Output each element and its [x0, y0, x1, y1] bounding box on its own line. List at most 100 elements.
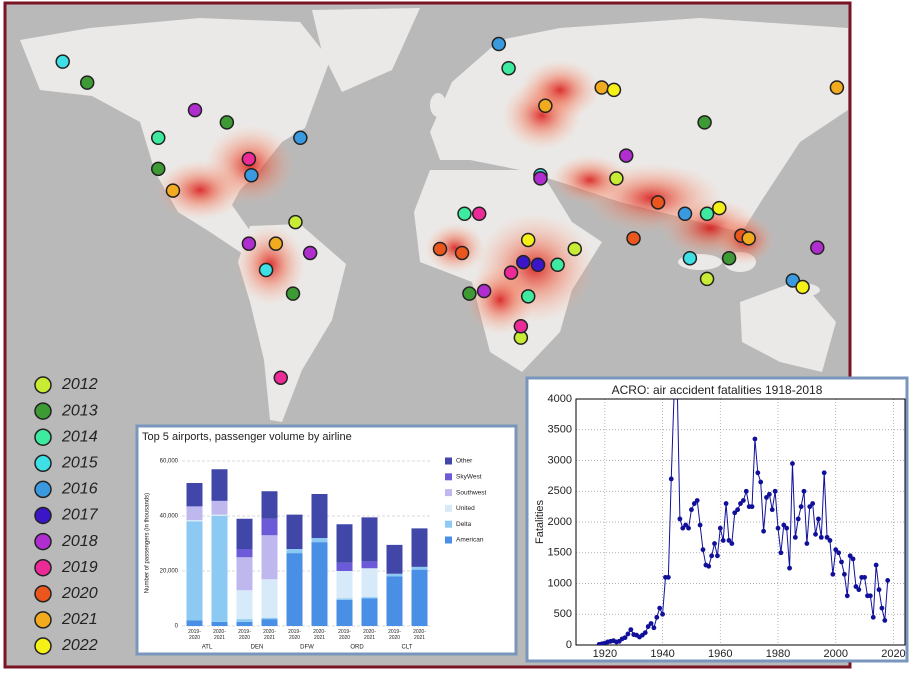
data-point [810, 501, 816, 506]
data-point [856, 587, 862, 593]
map-dot [241, 236, 257, 251]
y-tick-label: 2500 [548, 485, 572, 497]
data-point [648, 621, 654, 626]
bar-segment [411, 566, 428, 570]
x-tick-label: 1960 [708, 648, 732, 660]
map-dot [520, 232, 536, 248]
x-tick-label: 2019-2020 [188, 629, 201, 641]
legend-label: 2012 [61, 376, 98, 393]
data-point [804, 541, 810, 546]
legend-label: 2013 [61, 402, 98, 419]
map-dot [618, 148, 634, 163]
bar-segment [286, 553, 303, 626]
data-point [873, 562, 879, 568]
x-tick-label: 2020-2021 [313, 629, 326, 641]
legend-label: Southwest [456, 489, 487, 496]
map-dot [594, 80, 609, 95]
data-point [668, 476, 674, 482]
data-point [697, 522, 703, 528]
bar-segment [336, 524, 353, 563]
bar-chart: Top 5 airports, passenger volume by airl… [142, 431, 487, 651]
legend-swatch [34, 611, 52, 629]
map-dot [677, 206, 693, 221]
bar-segment [211, 516, 228, 622]
data-point [712, 541, 717, 546]
bar-segment [211, 514, 228, 516]
data-point [821, 470, 827, 476]
data-point [738, 501, 743, 506]
data-point [790, 461, 795, 466]
legend-label: American [456, 537, 484, 544]
legend-label: 2015 [61, 455, 98, 472]
x-tick-label: 2020-2021 [413, 629, 426, 641]
legend-label: 2020 [61, 585, 98, 602]
legend-swatch [34, 376, 52, 394]
bar-segment [261, 518, 278, 536]
data-point [879, 605, 885, 611]
bar-segment [236, 549, 253, 558]
data-point [778, 550, 784, 556]
bar-segment [361, 597, 378, 599]
data-point [717, 525, 723, 531]
map-dot [476, 283, 492, 299]
data-point [729, 541, 735, 546]
map-dot [550, 257, 565, 273]
data-point [660, 611, 665, 617]
legend-swatch [34, 480, 52, 499]
data-point [813, 531, 818, 537]
group-label: ORD [350, 645, 364, 651]
data-point [818, 534, 824, 540]
bar-segment [186, 483, 203, 507]
data-point [758, 479, 764, 485]
data-point [683, 522, 689, 528]
legend-swatch [445, 489, 452, 497]
data-point [792, 534, 798, 540]
map-dot [503, 265, 519, 280]
legend-label: 2022 [61, 637, 98, 654]
legend-swatch [34, 532, 52, 551]
data-point [850, 556, 856, 562]
map-dot [219, 115, 235, 130]
x-tick-label: 2000 [823, 648, 847, 660]
map-dot [457, 206, 472, 221]
data-point [680, 525, 686, 531]
data-point [853, 584, 859, 589]
line-chart: ACRO: air accident fatalities 1918-2018 F… [534, 383, 906, 660]
map-dot [650, 195, 666, 210]
data-point [839, 559, 844, 565]
x-tick-label: 2019-2020 [338, 629, 351, 641]
data-point [830, 571, 836, 577]
bar-segment [186, 506, 203, 521]
y-tick-label: 40,000 [160, 514, 179, 520]
map-dot [241, 151, 257, 167]
map-dot [432, 241, 448, 257]
x-tick-label: 1940 [650, 648, 674, 660]
map-marks: 2012 2013 2014 2015 2016 2017 2018 2019 2020 2021… [34, 36, 845, 655]
map-dot [538, 98, 553, 114]
map-dot [785, 273, 801, 288]
map-dot [258, 262, 274, 278]
legend-swatch [445, 473, 452, 481]
map-dot [697, 115, 712, 130]
data-point [761, 528, 766, 534]
legend-label: Delta [456, 521, 472, 528]
map-dot [302, 245, 318, 261]
bar-segment [286, 549, 303, 554]
group-label: DFW [300, 645, 314, 651]
bar-segment [236, 621, 253, 626]
bar-segment [336, 562, 353, 571]
bar-segment [336, 599, 353, 626]
y-tick-label: 2000 [548, 516, 572, 528]
data-point [665, 574, 671, 580]
map-dot [501, 60, 516, 76]
x-tick-label: 1920 [593, 648, 617, 660]
map-dot [187, 102, 203, 118]
map-dot [471, 206, 487, 221]
map-dot [829, 80, 845, 95]
data-point [694, 498, 700, 503]
bar-segment [261, 491, 278, 519]
data-point [772, 488, 778, 494]
bar-segment [311, 494, 328, 538]
map-dot [491, 36, 507, 52]
